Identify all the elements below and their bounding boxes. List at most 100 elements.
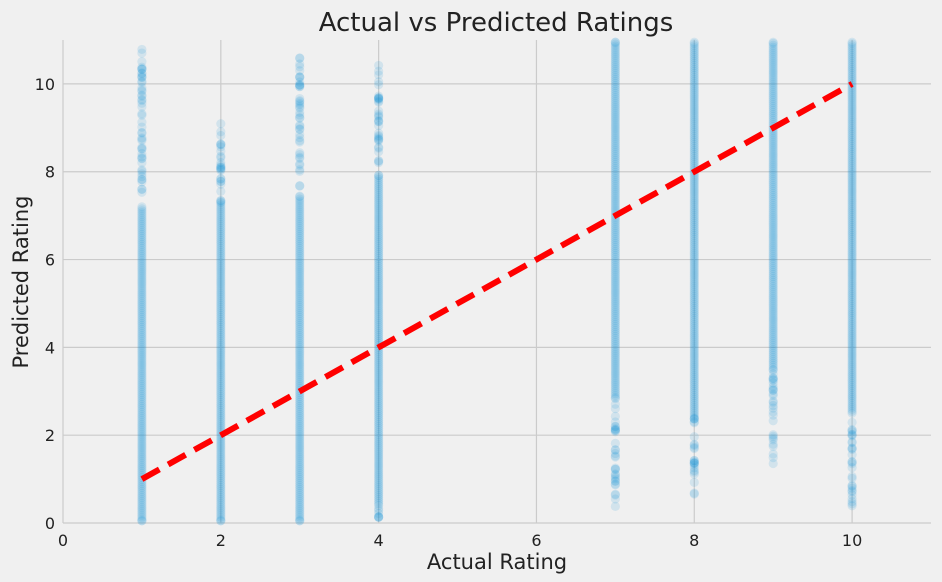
grid-lines: [62, 40, 931, 524]
data-point: [689, 442, 699, 452]
data-point: [216, 146, 226, 156]
data-point: [768, 188, 778, 199]
data-point: [689, 133, 699, 144]
data-point: [295, 295, 305, 305]
data-point: [768, 214, 778, 224]
data-point: [295, 225, 305, 236]
data-point: [768, 196, 778, 206]
data-point: [689, 250, 699, 260]
data-point: [768, 141, 778, 151]
data-point: [768, 254, 778, 264]
data-point: [610, 106, 620, 116]
data-point: [847, 94, 857, 104]
data-point: [137, 510, 147, 520]
data-point: [689, 351, 699, 361]
data-point: [847, 264, 857, 274]
data-point: [847, 228, 857, 239]
data-point: [295, 330, 305, 340]
data-point: [137, 303, 147, 313]
data-point: [689, 274, 699, 284]
data-point: [610, 161, 620, 172]
data-point: [374, 255, 384, 266]
data-point: [216, 480, 226, 491]
data-point: [768, 309, 778, 319]
data-point: [610, 223, 620, 233]
data-point: [610, 197, 620, 207]
data-point: [768, 167, 778, 177]
data-point: [689, 413, 699, 424]
data-point: [137, 425, 147, 435]
data-point: [610, 480, 620, 490]
data-point: [374, 249, 384, 260]
data-point: [689, 266, 699, 276]
data-point: [768, 313, 778, 323]
data-point: [610, 244, 620, 255]
data-point: [768, 281, 778, 291]
data-point: [689, 56, 699, 67]
data-point: [295, 53, 305, 63]
data-point: [374, 378, 384, 388]
data-point: [137, 405, 147, 415]
data-point: [295, 96, 305, 106]
data-point: [137, 498, 147, 508]
data-point: [216, 255, 226, 265]
data-point: [768, 323, 778, 333]
data-point: [689, 455, 699, 466]
data-point: [768, 54, 778, 64]
data-point: [137, 216, 147, 226]
data-point: [295, 427, 305, 437]
data-point: [610, 110, 620, 120]
data-point: [374, 157, 384, 168]
data-point: [374, 352, 384, 362]
data-point: [689, 177, 699, 187]
data-point: [295, 472, 305, 483]
data-point: [295, 506, 305, 516]
data-point: [137, 348, 147, 358]
data-point: [847, 404, 857, 414]
data-point: [216, 391, 226, 402]
data-point: [374, 409, 384, 420]
data-point: [610, 181, 620, 191]
data-point: [374, 360, 384, 370]
data-point: [137, 177, 147, 187]
data-point: [374, 439, 384, 449]
data-point: [768, 171, 778, 181]
data-point: [847, 151, 857, 161]
data-point: [137, 397, 147, 408]
data-point: [374, 94, 384, 105]
data-point: [137, 459, 147, 469]
data-point: [216, 340, 226, 350]
data-point: [374, 111, 384, 121]
data-point: [847, 132, 857, 142]
data-point: [610, 100, 620, 110]
data-point: [374, 473, 384, 483]
data-point: [295, 166, 305, 176]
data-point: [295, 124, 305, 135]
data-point: [374, 289, 384, 299]
data-point: [295, 72, 305, 82]
data-point: [689, 246, 699, 256]
data-point: [295, 181, 305, 191]
data-point: [216, 206, 226, 216]
data-point: [216, 348, 226, 358]
data-point: [216, 330, 226, 340]
data-point: [216, 318, 226, 329]
data-point: [847, 307, 857, 318]
data-point: [847, 363, 857, 373]
data-point: [374, 293, 384, 303]
data-point: [216, 197, 226, 207]
data-point: [768, 321, 778, 331]
data-point: [689, 149, 699, 159]
data-point: [295, 281, 305, 291]
data-point: [610, 203, 620, 213]
data-point: [768, 92, 778, 102]
data-point: [610, 55, 620, 65]
x-tick-label: 2: [216, 531, 226, 550]
data-point: [216, 336, 226, 346]
data-point: [295, 413, 305, 423]
data-point: [374, 143, 384, 153]
data-point: [295, 500, 305, 510]
data-point: [689, 292, 699, 302]
data-point: [216, 208, 226, 218]
data-point: [689, 220, 699, 231]
